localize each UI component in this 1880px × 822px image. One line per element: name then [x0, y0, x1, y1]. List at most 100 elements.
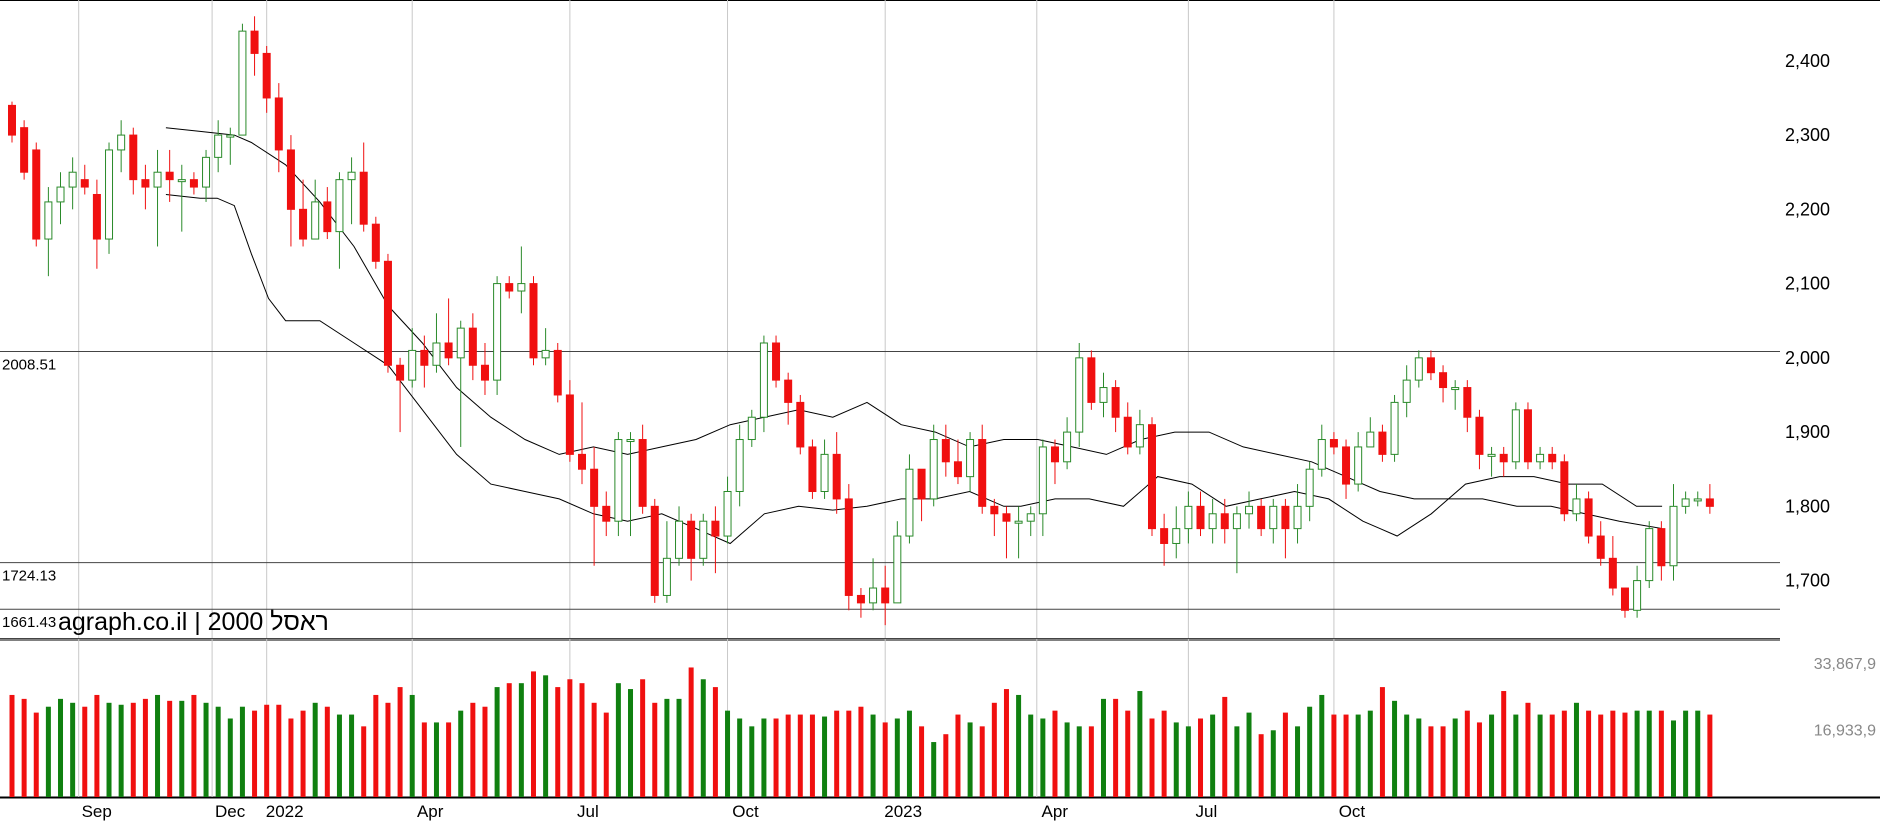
volume-bar — [1573, 702, 1579, 797]
volume-bar — [397, 687, 403, 797]
candle-body — [565, 394, 574, 455]
volume-bar — [846, 710, 852, 797]
volume-bar — [1610, 710, 1616, 797]
candle-body — [432, 342, 441, 366]
volume-bar — [300, 710, 306, 797]
price-tick-label: 2,300 — [1785, 125, 1830, 145]
candle-body — [32, 149, 41, 240]
candle-body — [1426, 357, 1435, 374]
volume-bar — [1598, 714, 1604, 797]
volume-bar — [155, 694, 161, 797]
candle-body — [347, 171, 356, 181]
candle-body — [1123, 416, 1132, 448]
volume-bar — [628, 689, 634, 797]
volume-bar — [688, 667, 694, 797]
volume-bar — [567, 679, 573, 797]
candle-body — [262, 52, 271, 99]
candle-body — [1584, 498, 1593, 537]
volume-bar — [1464, 710, 1470, 797]
candle-body — [1378, 431, 1387, 455]
volume-bar — [470, 702, 476, 797]
volume-bar — [894, 718, 900, 797]
volume-bar — [167, 700, 173, 797]
candle-body — [1499, 453, 1508, 463]
volume-bar — [506, 683, 512, 797]
candle-body — [1511, 409, 1520, 463]
volume-bar — [179, 700, 185, 797]
candle-body — [796, 401, 805, 448]
volume-bars — [9, 667, 1713, 797]
candle-body — [1463, 387, 1472, 418]
price-tick-label: 2,200 — [1785, 199, 1830, 219]
volume-bar — [106, 702, 112, 797]
candle-body — [129, 134, 138, 181]
volume-bar — [373, 694, 379, 797]
volume-bar — [1416, 718, 1422, 797]
time-tick-label: Jul — [577, 802, 599, 821]
volume-bar — [1440, 726, 1446, 797]
candle-body — [1293, 505, 1302, 530]
volume-bar — [349, 714, 355, 797]
reference-line-label: 1661.43 — [2, 614, 56, 631]
volume-bar — [955, 714, 961, 797]
volume-bar — [1586, 710, 1592, 797]
volume-bar — [215, 706, 221, 797]
candle-body — [856, 594, 865, 604]
volume-bar — [785, 714, 791, 797]
price-axis: 1,700 1,800 1,900 2,000 2,100 2,200 2,300 2,400 — [1785, 51, 1830, 591]
candle-body — [1475, 416, 1484, 455]
volume-bar — [640, 679, 646, 797]
candle-body — [978, 439, 987, 507]
candle-body — [493, 283, 502, 381]
candle-body — [1317, 439, 1326, 470]
volume-bar — [591, 702, 597, 797]
candle-body — [1208, 513, 1217, 530]
candle-body — [141, 179, 150, 188]
candle-body — [529, 283, 538, 359]
candle-body — [420, 349, 429, 366]
candle-body — [1148, 424, 1156, 530]
volume-bar — [725, 710, 731, 797]
volume-bar — [191, 694, 197, 797]
candle-body — [966, 439, 975, 478]
candle-body — [1390, 401, 1399, 455]
candle-body — [917, 468, 926, 500]
time-axis: Sep Dec 2022 Apr Jul Oct 2023 Apr Jul Oct — [82, 802, 1366, 821]
candle-body — [759, 342, 768, 418]
volume-bar — [518, 683, 524, 797]
volume-bar — [761, 718, 767, 797]
volume-bar — [797, 714, 803, 797]
volume-bar — [1561, 710, 1567, 797]
candle-body — [44, 201, 53, 240]
volume-bar — [1379, 687, 1385, 797]
volume-bar — [482, 706, 488, 797]
time-tick-label: 2023 — [884, 802, 922, 821]
candle-body — [1257, 505, 1266, 530]
volume-bar — [82, 706, 88, 797]
candle-body — [1063, 431, 1072, 463]
candle-body — [517, 283, 526, 292]
volume-bar — [1258, 734, 1264, 797]
volume-bar — [979, 726, 985, 797]
candle-body — [1220, 513, 1229, 530]
volume-bar — [1537, 714, 1543, 797]
volume-bar — [58, 698, 64, 797]
volume-bar — [1088, 726, 1094, 797]
price-tick-label: 1,900 — [1785, 422, 1830, 442]
candle-body — [941, 439, 950, 463]
candle-body — [650, 505, 659, 596]
volume-bar — [312, 702, 318, 797]
price-tick-label: 2,000 — [1785, 348, 1830, 368]
candle-body — [1038, 446, 1047, 515]
volume-bar — [1003, 689, 1009, 797]
candle-body — [189, 179, 198, 188]
price-tick-label: 1,800 — [1785, 496, 1830, 516]
candle-body — [1305, 468, 1314, 507]
candle-body — [808, 446, 817, 492]
candle-body — [1608, 557, 1617, 589]
volume-bar — [288, 718, 294, 797]
volume-bar — [1683, 710, 1689, 797]
candle-body — [881, 587, 890, 604]
